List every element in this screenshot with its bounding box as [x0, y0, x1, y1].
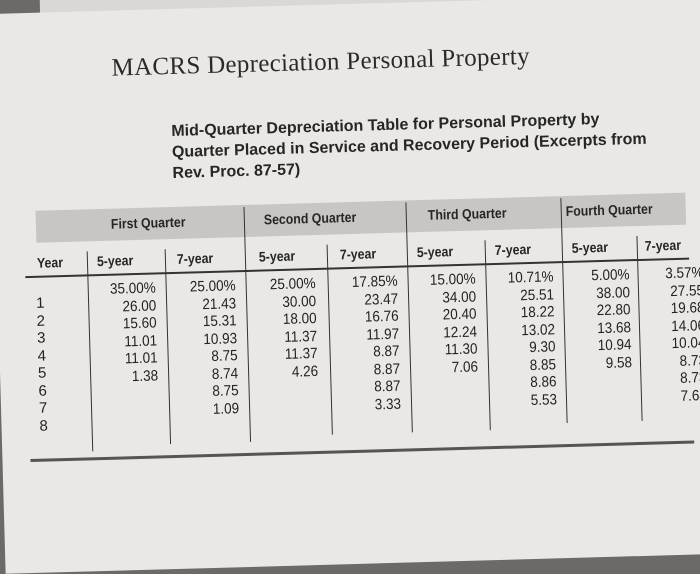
data-column: 5.00% 38.00 22.80 13.68 10.94 9.58	[557, 266, 632, 373]
data-column: 3.57% 27.55 19.68 14.06 10.04 8.73 8.73 7.64	[631, 264, 700, 406]
column-header: 5-year	[258, 247, 296, 265]
column-header: 7-year	[176, 249, 214, 267]
rate-cell: 11.01	[124, 331, 158, 350]
rate-cell: 23.47	[364, 290, 399, 309]
rate-cell: 1.38	[131, 366, 159, 385]
rate-cell: 13.68	[596, 318, 632, 337]
year-cell: 5	[37, 364, 47, 382]
rate-cell: 5.53	[530, 390, 558, 409]
rate-cell: 11.01	[124, 349, 158, 368]
year-cell: 8	[39, 417, 49, 435]
column-header: 5-year	[416, 243, 454, 261]
rate-cell: 27.55	[669, 281, 700, 300]
year-cell: 2	[36, 312, 46, 330]
rate-cell: 26.00	[122, 296, 157, 315]
column-header: 7-year	[494, 240, 532, 258]
data-column: 17.85% 23.47 16.76 11.97 8.87 8.87 8.87 3.33	[325, 272, 402, 415]
rate-cell: 20.40	[442, 305, 477, 324]
rate-cell: 8.86	[529, 373, 557, 392]
column-header: 5-year	[96, 252, 134, 270]
rate-cell: 8.87	[373, 342, 400, 361]
rate-cell: 18.22	[520, 303, 555, 322]
rate-cell: 3.57%	[664, 264, 700, 283]
rate-cell: 15.00%	[429, 270, 476, 289]
rate-cell: 8.75	[212, 382, 239, 400]
rate-cell: 8.87	[373, 360, 401, 378]
rate-cell: 8.74	[211, 364, 239, 383]
rate-cell: 9.30	[529, 338, 556, 357]
rate-cell: 1.09	[212, 399, 240, 418]
rate-cell: 11.37	[284, 327, 318, 346]
rate-cell: 8.75	[211, 347, 238, 365]
column-header: 7-year	[644, 236, 682, 254]
rate-cell: 7.06	[451, 358, 479, 376]
rate-cell: 35.00%	[109, 279, 156, 298]
rate-cell: 17.85%	[351, 272, 398, 291]
quarter-header-1: First Quarter	[110, 213, 186, 232]
quarter-header-2: Second Quarter	[263, 208, 357, 228]
rate-cell: 8.73	[679, 369, 700, 387]
rate-cell: 9.58	[605, 353, 633, 372]
quarter-header-3: Third Quarter	[427, 204, 507, 223]
rate-cell: 8.85	[529, 355, 557, 374]
rate-cell: 25.00%	[269, 275, 316, 294]
rate-cell: 15.31	[202, 312, 237, 331]
page-title: MACRS Depreciation Personal Property	[111, 42, 531, 82]
rate-cell: 30.00	[282, 292, 317, 311]
table-bottom-rule	[30, 440, 695, 463]
rate-cell: 11.97	[366, 325, 400, 344]
rate-cell: 22.80	[596, 301, 631, 320]
rate-cell: 10.94	[597, 336, 632, 355]
rate-cell: 34.00	[442, 288, 477, 306]
rate-cell: 11.30	[444, 340, 478, 359]
rate-cell: 21.43	[202, 294, 237, 313]
rate-cell: 25.51	[520, 285, 555, 304]
rate-cell: 14.06	[670, 316, 700, 335]
year-cell: 6	[38, 382, 48, 400]
rate-cell: 5.00%	[591, 266, 630, 285]
rate-cell: 4.26	[291, 362, 319, 381]
data-column: 35.00% 26.00 15.60 11.01 11.01 1.38	[84, 279, 159, 386]
rate-cell: 38.00	[596, 283, 631, 302]
year-cell: 1	[35, 294, 45, 312]
data-column: 10.71% 25.51 18.22 13.02 9.30 8.85 8.86 5.53	[481, 268, 558, 410]
column-header: 5-year	[571, 238, 609, 256]
year-cell: 3	[36, 329, 46, 347]
year-cell: 7	[38, 399, 48, 417]
rate-cell: 10.93	[203, 329, 238, 348]
rate-cell: 7.64	[680, 386, 700, 405]
rate-cell: 12.24	[443, 323, 478, 341]
year-header: Year	[36, 254, 64, 271]
rate-cell: 8.73	[679, 351, 700, 370]
rate-cell: 16.76	[364, 307, 399, 326]
table-caption: Mid-Quarter Depreciation Table for Perso…	[171, 111, 647, 182]
rate-cell: 13.02	[521, 320, 556, 339]
column-header: 7-year	[339, 245, 377, 263]
rate-cell: 19.68	[670, 299, 700, 318]
rate-cell: 3.33	[374, 395, 402, 413]
data-column: 15.00% 34.00 20.40 12.24 11.30 7.06	[403, 270, 479, 378]
rate-cell: 11.37	[284, 344, 318, 363]
data-column: 25.00% 30.00 18.00 11.37 11.37 4.26	[243, 275, 319, 382]
data-column: 25.00% 21.43 15.31 10.93 8.75 8.74 8.75 1.09	[163, 277, 240, 419]
rate-cell: 10.71%	[507, 268, 554, 287]
rate-cell: 25.00%	[189, 277, 236, 296]
rate-cell: 18.00	[282, 310, 317, 328]
rate-cell: 10.04	[671, 334, 700, 353]
rate-cell: 8.87	[374, 377, 401, 396]
year-cell: 4	[37, 347, 47, 365]
quarter-header-4: Fourth Quarter	[565, 200, 653, 219]
rate-cell: 15.60	[122, 314, 157, 333]
